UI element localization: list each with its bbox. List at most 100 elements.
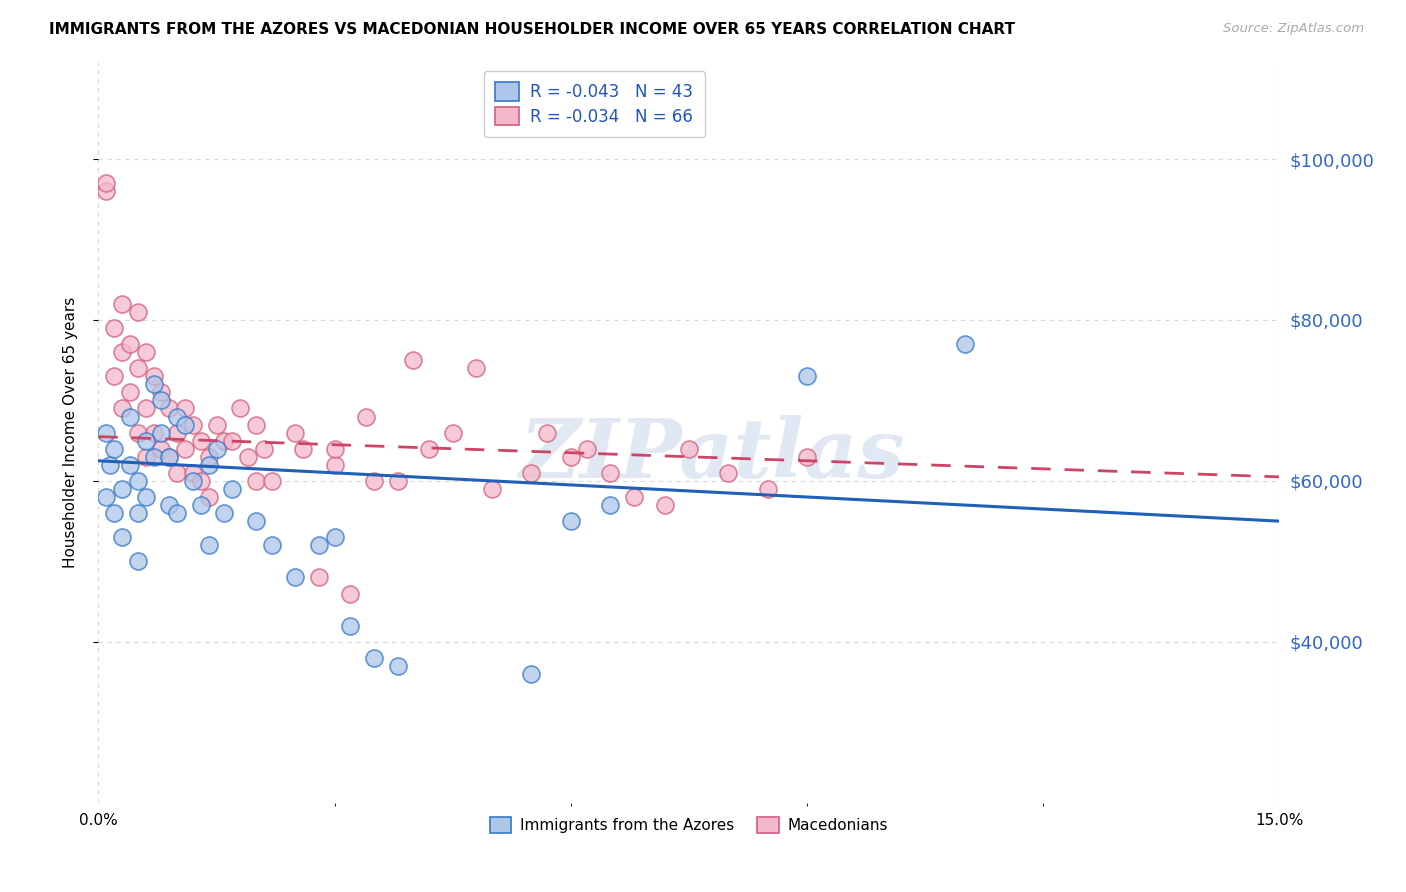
- Point: [245, 514, 267, 528]
- Point: [205, 417, 228, 432]
- Point: [363, 474, 385, 488]
- Point: [418, 442, 440, 456]
- Point: [756, 482, 779, 496]
- Point: [953, 337, 976, 351]
- Point: [181, 474, 204, 488]
- Point: [157, 401, 180, 416]
- Point: [292, 442, 315, 456]
- Point: [387, 659, 409, 673]
- Point: [520, 667, 543, 681]
- Point: [111, 401, 134, 416]
- Point: [205, 442, 228, 456]
- Point: [135, 434, 157, 448]
- Point: [402, 353, 425, 368]
- Legend: Immigrants from the Azores, Macedonians: Immigrants from the Azores, Macedonians: [484, 811, 894, 839]
- Point: [181, 466, 204, 480]
- Point: [339, 586, 361, 600]
- Point: [142, 425, 165, 440]
- Point: [174, 442, 197, 456]
- Point: [560, 450, 582, 464]
- Point: [221, 482, 243, 496]
- Point: [308, 538, 330, 552]
- Point: [190, 498, 212, 512]
- Point: [166, 425, 188, 440]
- Point: [111, 345, 134, 359]
- Point: [221, 434, 243, 448]
- Point: [654, 498, 676, 512]
- Point: [127, 425, 149, 440]
- Point: [236, 450, 259, 464]
- Point: [339, 619, 361, 633]
- Text: IMMIGRANTS FROM THE AZORES VS MACEDONIAN HOUSEHOLDER INCOME OVER 65 YEARS CORREL: IMMIGRANTS FROM THE AZORES VS MACEDONIAN…: [49, 22, 1015, 37]
- Point: [118, 337, 141, 351]
- Point: [284, 425, 307, 440]
- Point: [174, 401, 197, 416]
- Point: [127, 305, 149, 319]
- Point: [354, 409, 377, 424]
- Point: [96, 490, 118, 504]
- Point: [536, 425, 558, 440]
- Point: [157, 498, 180, 512]
- Point: [308, 570, 330, 584]
- Point: [103, 506, 125, 520]
- Point: [520, 466, 543, 480]
- Point: [127, 506, 149, 520]
- Point: [96, 184, 118, 198]
- Point: [481, 482, 503, 496]
- Point: [135, 345, 157, 359]
- Point: [103, 369, 125, 384]
- Point: [118, 458, 141, 472]
- Point: [135, 401, 157, 416]
- Point: [323, 530, 346, 544]
- Point: [103, 321, 125, 335]
- Point: [166, 466, 188, 480]
- Point: [197, 538, 219, 552]
- Point: [127, 554, 149, 568]
- Point: [197, 450, 219, 464]
- Point: [623, 490, 645, 504]
- Point: [111, 482, 134, 496]
- Point: [796, 369, 818, 384]
- Point: [190, 434, 212, 448]
- Point: [678, 442, 700, 456]
- Point: [127, 361, 149, 376]
- Point: [253, 442, 276, 456]
- Point: [214, 434, 236, 448]
- Point: [142, 450, 165, 464]
- Point: [465, 361, 488, 376]
- Point: [96, 425, 118, 440]
- Point: [127, 474, 149, 488]
- Point: [118, 409, 141, 424]
- Point: [214, 506, 236, 520]
- Point: [197, 458, 219, 472]
- Point: [166, 506, 188, 520]
- Point: [135, 490, 157, 504]
- Point: [229, 401, 252, 416]
- Point: [111, 297, 134, 311]
- Point: [142, 369, 165, 384]
- Point: [245, 417, 267, 432]
- Point: [190, 474, 212, 488]
- Point: [260, 474, 283, 488]
- Text: ZIPatlas: ZIPatlas: [520, 415, 905, 495]
- Point: [181, 417, 204, 432]
- Point: [166, 409, 188, 424]
- Point: [135, 450, 157, 464]
- Point: [560, 514, 582, 528]
- Point: [197, 490, 219, 504]
- Point: [575, 442, 598, 456]
- Point: [260, 538, 283, 552]
- Point: [387, 474, 409, 488]
- Point: [98, 458, 121, 472]
- Point: [96, 176, 118, 190]
- Point: [118, 385, 141, 400]
- Point: [111, 530, 134, 544]
- Point: [323, 442, 346, 456]
- Text: Source: ZipAtlas.com: Source: ZipAtlas.com: [1223, 22, 1364, 36]
- Point: [441, 425, 464, 440]
- Point: [599, 498, 621, 512]
- Point: [142, 377, 165, 392]
- Point: [103, 442, 125, 456]
- Point: [245, 474, 267, 488]
- Y-axis label: Householder Income Over 65 years: Householder Income Over 65 years: [63, 297, 77, 568]
